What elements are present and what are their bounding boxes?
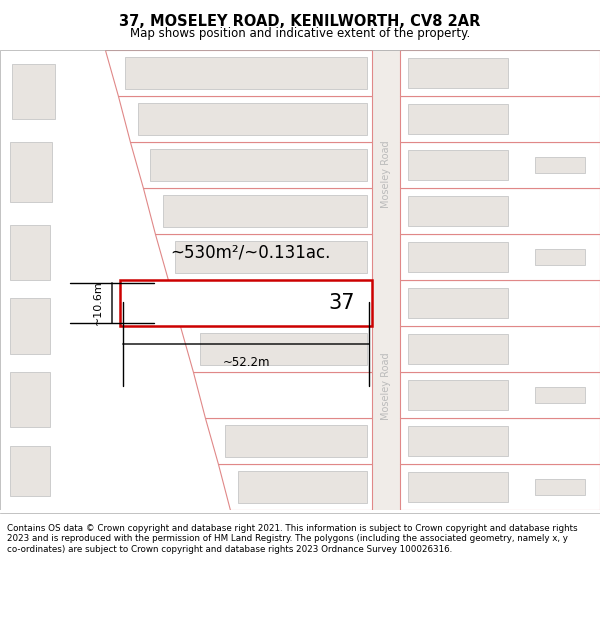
Polygon shape [535,387,585,403]
Polygon shape [10,142,52,202]
Polygon shape [10,372,50,428]
Polygon shape [408,426,508,456]
Text: Moseley Road: Moseley Road [381,141,391,208]
Text: 37: 37 [329,293,355,313]
Polygon shape [408,380,508,410]
Text: Moseley Road: Moseley Road [381,352,391,419]
Polygon shape [120,280,372,326]
Polygon shape [408,104,508,134]
Polygon shape [400,464,600,510]
Polygon shape [205,418,372,464]
Polygon shape [408,196,508,226]
Polygon shape [400,326,600,372]
Polygon shape [535,479,585,495]
Polygon shape [200,333,367,365]
Polygon shape [137,103,367,135]
Polygon shape [408,334,508,364]
Polygon shape [408,242,508,272]
Polygon shape [372,50,400,510]
Polygon shape [408,150,508,180]
Polygon shape [10,225,50,280]
Polygon shape [400,188,600,234]
Polygon shape [400,96,600,142]
Polygon shape [400,234,600,280]
Polygon shape [408,58,508,88]
Polygon shape [105,50,372,96]
Polygon shape [400,280,600,326]
Polygon shape [12,64,55,119]
Polygon shape [535,157,585,173]
Polygon shape [218,464,372,510]
Polygon shape [125,57,367,89]
Polygon shape [400,142,600,188]
Text: ~10.6m: ~10.6m [93,281,103,326]
Text: Map shows position and indicative extent of the property.: Map shows position and indicative extent… [130,27,470,40]
Polygon shape [150,149,367,181]
Polygon shape [193,372,372,418]
Polygon shape [167,280,372,326]
Polygon shape [143,188,372,234]
Polygon shape [408,472,508,502]
Text: ~530m²/~0.131ac.: ~530m²/~0.131ac. [170,243,330,261]
Polygon shape [400,372,600,418]
Polygon shape [225,425,367,457]
Polygon shape [10,446,50,496]
Polygon shape [535,249,585,265]
Polygon shape [130,142,372,188]
Polygon shape [155,234,372,280]
Text: 37, MOSELEY ROAD, KENILWORTH, CV8 2AR: 37, MOSELEY ROAD, KENILWORTH, CV8 2AR [119,14,481,29]
Polygon shape [180,326,372,372]
Text: Contains OS data © Crown copyright and database right 2021. This information is : Contains OS data © Crown copyright and d… [7,524,578,554]
Polygon shape [10,298,50,354]
Polygon shape [408,288,508,318]
Polygon shape [118,96,372,142]
Polygon shape [400,50,600,96]
Polygon shape [400,418,600,464]
Text: ~52.2m: ~52.2m [222,356,270,369]
Polygon shape [175,241,367,273]
Polygon shape [238,471,367,503]
Polygon shape [163,195,367,227]
